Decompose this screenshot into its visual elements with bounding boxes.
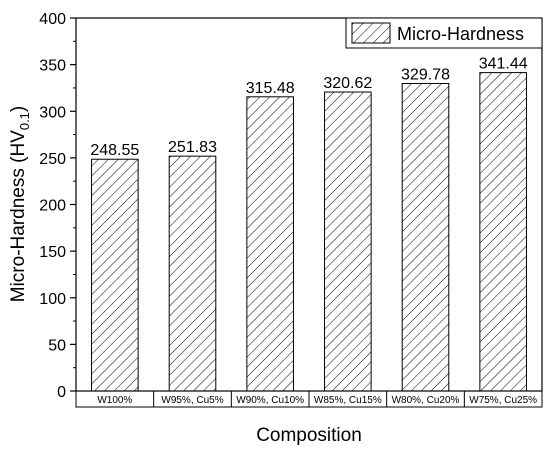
y-axis-title-suffix: ) bbox=[8, 106, 29, 112]
y-tick-label: 100 bbox=[39, 291, 66, 308]
x-tick-label: W95%, Cu5% bbox=[161, 395, 223, 406]
y-tick-label: 250 bbox=[39, 151, 66, 168]
bar bbox=[324, 91, 372, 392]
y-tick-label: 50 bbox=[48, 337, 66, 354]
x-tick-label: W100% bbox=[97, 395, 132, 406]
y-tick-label: 0 bbox=[57, 384, 66, 401]
y-tick-label: 200 bbox=[39, 198, 66, 215]
bar bbox=[246, 96, 294, 392]
bar-value-label: 320.62 bbox=[323, 75, 372, 92]
legend-label: Micro-Hardness bbox=[397, 24, 524, 44]
bar bbox=[479, 72, 527, 392]
legend: Micro-Hardness bbox=[345, 17, 543, 49]
bar bbox=[401, 82, 450, 392]
bar-value-label: 315.48 bbox=[246, 80, 295, 97]
bar bbox=[91, 158, 139, 392]
y-tick-label: 300 bbox=[39, 104, 66, 121]
x-axis-category-row: W100% W95%, Cu5% W90%, Cu10% W85%, Cu15% W80… bbox=[75, 390, 543, 408]
bar-value-label: 341.44 bbox=[479, 56, 528, 73]
bar-value-label: 251.83 bbox=[168, 139, 217, 156]
x-axis-title: Composition bbox=[256, 425, 362, 446]
y-axis-title-main: Micro-Hardness (HV bbox=[8, 130, 29, 302]
x-tick-label: W75%, Cu25% bbox=[469, 395, 537, 406]
plot-frame bbox=[75, 17, 543, 392]
y-tick-label: 400 bbox=[39, 11, 66, 28]
y-tick-label: 350 bbox=[39, 58, 66, 75]
bar bbox=[168, 155, 217, 392]
bar-value-label: 329.78 bbox=[401, 66, 450, 83]
bars-group bbox=[91, 72, 527, 392]
y-axis-title-subscript: 0.1 bbox=[17, 112, 32, 130]
x-tick-label: W85%, Cu15% bbox=[314, 395, 382, 406]
y-axis: 0 50 100 150 200 250 300 350 400 bbox=[39, 11, 76, 401]
y-axis-title: Micro-Hardness (HV0.1) bbox=[8, 106, 32, 303]
data-labels-group: 248.55 251.83 315.48 320.62 329.78 341.44 bbox=[90, 56, 527, 160]
y-tick-label: 150 bbox=[39, 244, 66, 261]
x-tick-label: W80%, Cu20% bbox=[392, 395, 460, 406]
legend-swatch bbox=[351, 22, 391, 44]
bar-value-label: 248.55 bbox=[90, 142, 139, 159]
x-tick-label: W90%, Cu10% bbox=[236, 395, 304, 406]
